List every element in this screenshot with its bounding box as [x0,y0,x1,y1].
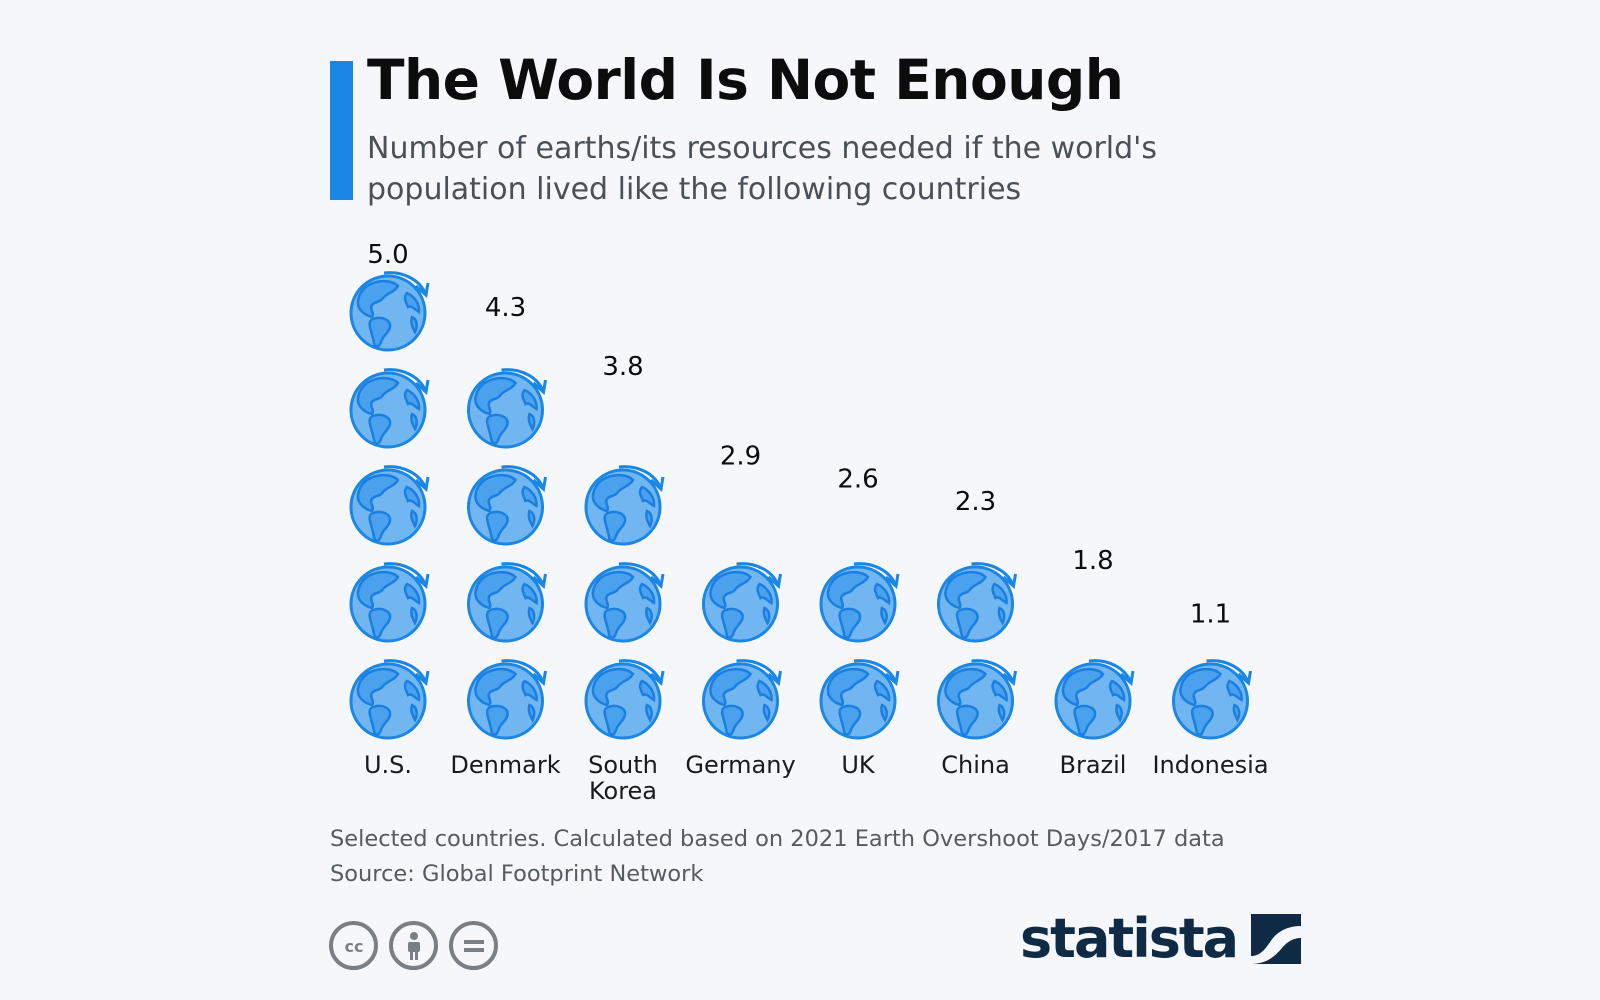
globe-mark [702,659,782,740]
globe-mark [584,465,665,546]
brand-name: statista [1020,907,1239,970]
value-label: 2.6 [837,464,878,494]
globe-mark [349,368,430,449]
attribution-icon[interactable] [389,921,438,970]
globe-mark [349,465,430,546]
globe-mark [1054,659,1135,740]
globe-mark [937,562,1017,643]
no-derivatives-icon[interactable] [449,921,498,970]
globe-mark [467,659,547,740]
globe-mark [467,465,547,546]
globe-mark [349,562,430,643]
globe-column: 5.0 U.S. [349,240,430,779]
source-note: Source: Global Footprint Network [330,861,704,887]
globe-mark [584,659,665,740]
chart-title: The World Is Not Enough [367,48,1124,112]
globe-mark [467,562,547,643]
statista-brand[interactable]: statista [1020,907,1302,970]
chart-note: Selected countries. Calculated based on … [330,826,1225,852]
globe-column: 1.1 Indonesia [1152,599,1268,779]
category-label: China [941,751,1010,779]
globe-column: 2.9 Germany [685,442,795,779]
globe-column: 2.6 UK [819,464,900,779]
value-label: 5.0 [367,240,408,270]
value-label: 4.3 [485,293,526,323]
globe-mark [819,659,900,740]
globe-column: 1.8 Brazil [1054,546,1135,779]
globe-mark [1172,659,1252,740]
globe-mark [584,562,665,643]
category-label: Denmark [450,751,560,779]
category-label: Brazil [1060,751,1127,779]
globe-mark [349,659,430,740]
category-label: Germany [685,751,795,779]
license-badges: cc [329,921,498,970]
globe-mark [702,562,782,643]
globe-mark [937,659,1017,740]
category-label: U.S. [364,751,412,779]
globe-column: 4.3 Denmark [450,293,560,779]
value-label: 3.8 [602,352,643,382]
category-label: Indonesia [1152,751,1268,779]
value-label: 1.1 [1190,599,1231,629]
cc-icon[interactable]: cc [329,921,378,970]
partial-globe-mark [702,476,781,546]
globe-column: 2.3 China [937,487,1017,779]
value-label: 2.9 [720,442,761,472]
category-label: UK [841,751,876,779]
globe-mark [819,562,900,643]
category-label: South [588,751,658,779]
title-accent-bar [330,61,353,200]
statista-logo-icon [1251,914,1302,964]
value-label: 1.8 [1072,546,1113,576]
value-label: 2.3 [955,487,996,517]
globe-mark [467,368,547,449]
globe-mark [349,271,430,352]
category-label: Korea [589,777,657,805]
chart-subtitle: Number of earths/its resources needed if… [367,131,1158,207]
svg-text:cc: cc [344,937,363,956]
